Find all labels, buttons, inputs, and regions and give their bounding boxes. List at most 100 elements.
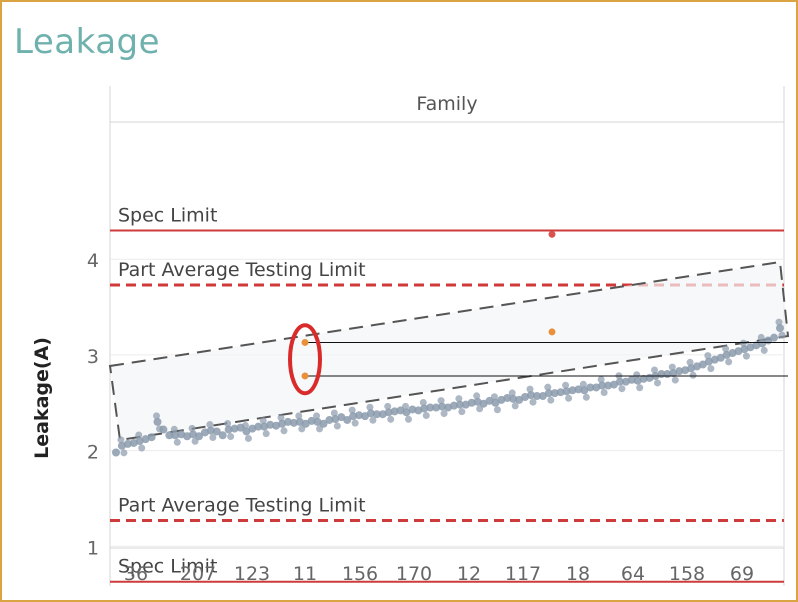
data-point — [580, 386, 589, 395]
x-tick-label: 18 — [566, 563, 590, 585]
data-point — [224, 425, 233, 434]
data-point — [402, 402, 409, 410]
data-point — [565, 394, 573, 402]
y-axis-title: Leakage(A) — [31, 337, 53, 459]
data-point — [188, 424, 196, 432]
data-point — [473, 392, 481, 400]
data-point — [775, 318, 783, 326]
data-point — [301, 419, 310, 428]
outlier-highlight-ellipse — [288, 323, 322, 396]
data-point — [422, 411, 430, 419]
data-point — [600, 389, 608, 397]
x-tick-label: 117 — [505, 563, 541, 585]
data-point — [550, 389, 559, 398]
data-point — [503, 393, 512, 402]
data-point — [698, 360, 707, 369]
data-point — [244, 434, 252, 442]
data-point — [206, 426, 215, 435]
outlier-point — [548, 328, 556, 336]
data-point — [369, 416, 377, 424]
data-point — [438, 402, 447, 411]
data-point — [117, 436, 125, 444]
data-point — [725, 358, 733, 366]
x-tick-label: 11 — [293, 563, 317, 585]
data-point — [348, 406, 356, 414]
data-point — [654, 379, 661, 387]
data-point — [758, 339, 767, 348]
x-tick-label: 170 — [396, 563, 432, 585]
data-point — [532, 392, 541, 401]
data-point — [277, 414, 285, 422]
data-point — [242, 427, 251, 436]
data-point — [529, 398, 537, 406]
outlier-point — [548, 230, 556, 238]
data-point — [361, 412, 369, 421]
data-point — [574, 385, 583, 394]
data-point — [405, 415, 412, 423]
data-point — [562, 381, 570, 389]
data-point — [266, 420, 275, 429]
data-point — [206, 421, 214, 429]
data-point — [610, 380, 618, 389]
data-point — [627, 375, 636, 384]
data-point — [675, 367, 684, 376]
data-point — [313, 412, 321, 420]
data-point — [147, 433, 156, 442]
y-tick-label: 3 — [87, 346, 99, 368]
data-point — [491, 398, 500, 407]
y-tick-label: 4 — [87, 250, 99, 272]
data-point — [770, 333, 779, 342]
data-point — [319, 419, 328, 428]
data-point — [343, 415, 352, 424]
data-point — [568, 386, 577, 395]
data-point — [295, 412, 303, 420]
data-point — [366, 409, 375, 418]
data-point — [138, 444, 146, 452]
data-point — [351, 419, 359, 427]
data-point — [440, 410, 448, 418]
data-point — [212, 427, 221, 436]
data-point — [241, 421, 249, 429]
outlier-point — [301, 372, 309, 380]
data-point — [716, 353, 725, 362]
data-point — [467, 398, 476, 407]
data-point — [283, 417, 292, 426]
data-point — [707, 365, 715, 373]
data-point — [135, 431, 143, 439]
trend-band-annotation — [108, 260, 790, 442]
x-tick-label: 64 — [621, 563, 645, 585]
data-point — [333, 422, 341, 430]
data-point — [586, 383, 595, 392]
data-point — [509, 394, 518, 403]
data-point — [195, 432, 203, 441]
data-point — [458, 408, 466, 416]
data-point — [515, 395, 524, 404]
data-point — [618, 385, 626, 393]
data-point — [159, 425, 168, 434]
data-point — [615, 377, 624, 386]
y-tick-label: 1 — [87, 537, 99, 559]
data-point — [408, 405, 417, 414]
data-point — [337, 413, 346, 422]
data-point — [579, 380, 587, 388]
data-point — [384, 402, 392, 410]
data-point — [778, 331, 786, 339]
outlier-point — [301, 338, 309, 346]
data-point — [153, 412, 160, 420]
data-point — [432, 403, 441, 412]
data-point — [479, 399, 488, 408]
data-point — [490, 393, 498, 401]
data-point — [597, 376, 605, 384]
data-point — [280, 427, 288, 435]
data-point — [289, 418, 298, 427]
data-point — [349, 412, 358, 421]
data-point — [639, 374, 648, 383]
data-point — [493, 406, 501, 414]
data-point — [556, 388, 565, 397]
x-tick-label: 123 — [234, 563, 270, 585]
x-tick-label: 158 — [669, 563, 705, 585]
data-point — [562, 387, 571, 396]
data-point — [671, 376, 679, 384]
spec-limit-label: Spec Limit — [118, 204, 217, 226]
